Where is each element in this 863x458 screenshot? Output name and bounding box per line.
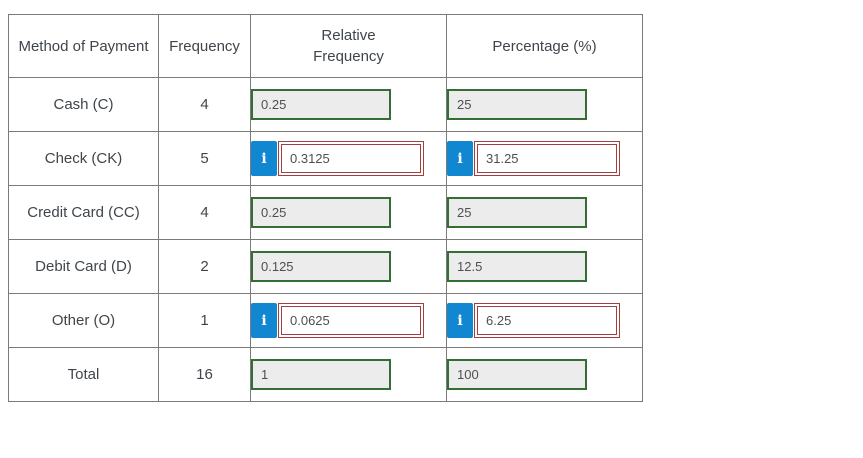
payment-method-label: Cash (C) xyxy=(8,77,159,132)
payment-method-label: Check (CK) xyxy=(8,131,159,186)
percentage-feedback-group: i xyxy=(447,303,620,338)
header-row: Method of Payment Frequency Relative Fre… xyxy=(8,14,643,78)
payment-method-label: Other (O) xyxy=(8,293,159,348)
relative-frequency-cell: i xyxy=(250,293,447,348)
percentage-input[interactable] xyxy=(477,144,617,173)
relative-frequency-cell: 0.25 xyxy=(250,185,447,240)
frequency-value: 5 xyxy=(158,131,251,186)
frequency-value: 16 xyxy=(158,347,251,402)
info-icon[interactable]: i xyxy=(251,141,277,176)
table-row: Other (O)1ii xyxy=(8,293,643,348)
header-method-of-payment: Method of Payment xyxy=(8,14,159,78)
frequency-value: 4 xyxy=(158,77,251,132)
table-row: Check (CK)5ii xyxy=(8,131,643,186)
percentage-answer-outline xyxy=(474,303,620,338)
percentage-answer-outline xyxy=(474,141,620,176)
relative-frequency-input-graded: 0.25 xyxy=(251,197,391,228)
percentage-input[interactable] xyxy=(477,306,617,335)
payment-method-label: Total xyxy=(8,347,159,402)
percentage-cell: 25 xyxy=(446,77,643,132)
percentage-cell: 12.5 xyxy=(446,239,643,294)
relative-frequency-input[interactable] xyxy=(281,306,421,335)
info-icon[interactable]: i xyxy=(447,141,473,176)
info-icon[interactable]: i xyxy=(447,303,473,338)
percentage-input-graded: 12.5 xyxy=(447,251,587,282)
payment-method-label: Debit Card (D) xyxy=(8,239,159,294)
percentage-feedback-group: i xyxy=(447,141,620,176)
relative-frequency-cell: 1 xyxy=(250,347,447,402)
relative-frequency-cell: 0.25 xyxy=(250,77,447,132)
frequency-value: 2 xyxy=(158,239,251,294)
percentage-cell: i xyxy=(446,293,643,348)
table-row: Debit Card (D) 2 0.125 12.5 xyxy=(8,239,643,294)
relative-frequency-input-graded: 0.25 xyxy=(251,89,391,120)
payment-method-label: Credit Card (CC) xyxy=(8,185,159,240)
relative-frequency-input-graded: 1 xyxy=(251,359,391,390)
header-relative-frequency: Relative Frequency xyxy=(250,14,447,78)
frequency-value: 4 xyxy=(158,185,251,240)
relative-frequency-cell: i xyxy=(250,131,447,186)
relative-frequency-answer-outline xyxy=(278,141,424,176)
frequency-value: 1 xyxy=(158,293,251,348)
percentage-cell: 25 xyxy=(446,185,643,240)
relative-frequency-cell: 0.125 xyxy=(250,239,447,294)
table-row: Total 16 1 100 xyxy=(8,347,643,402)
percentage-input-graded: 100 xyxy=(447,359,587,390)
table-row: Credit Card (CC) 4 0.25 25 xyxy=(8,185,643,240)
percentage-cell: i xyxy=(446,131,643,186)
relative-frequency-feedback-group: i xyxy=(251,303,424,338)
relative-frequency-feedback-group: i xyxy=(251,141,424,176)
info-icon[interactable]: i xyxy=(251,303,277,338)
percentage-cell: 100 xyxy=(446,347,643,402)
percentage-input-graded: 25 xyxy=(447,197,587,228)
frequency-distribution-table: Method of Payment Frequency Relative Fre… xyxy=(8,14,643,402)
percentage-input-graded: 25 xyxy=(447,89,587,120)
table-row: Cash (C) 4 0.25 25 xyxy=(8,77,643,132)
relative-frequency-input[interactable] xyxy=(281,144,421,173)
header-percentage: Percentage (%) xyxy=(446,14,643,78)
relative-frequency-answer-outline xyxy=(278,303,424,338)
header-frequency: Frequency xyxy=(158,14,251,78)
relative-frequency-input-graded: 0.125 xyxy=(251,251,391,282)
